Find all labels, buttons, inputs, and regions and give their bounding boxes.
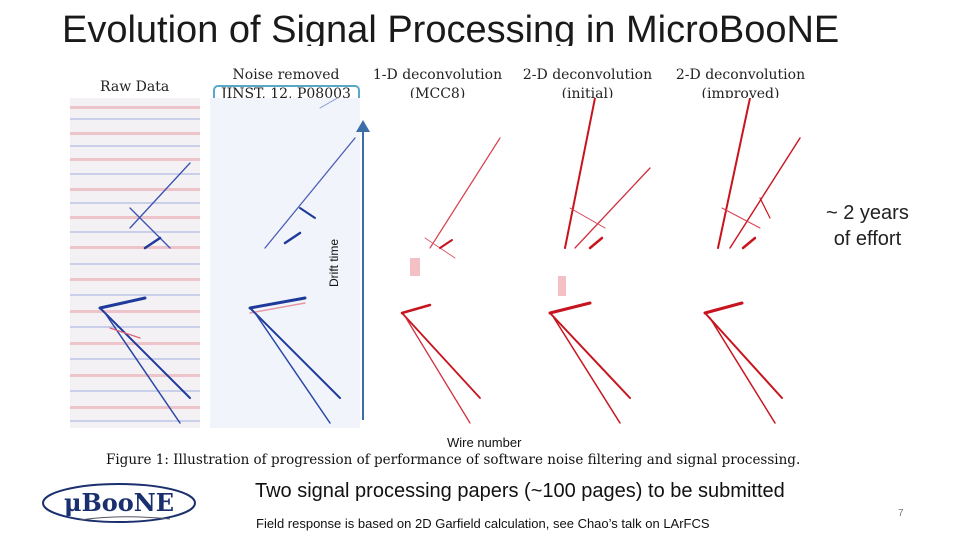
drift-arrow-head — [356, 120, 370, 132]
papers-note: Two signal processing papers (~100 pages… — [255, 480, 785, 502]
raw-tracks — [98, 162, 191, 424]
svg-text:μBooNE: μBooNE — [64, 488, 174, 517]
drift-time-label: Drift time — [327, 239, 341, 287]
effort-note: ~ 2 years of effort — [826, 202, 909, 250]
raw-data-panel — [70, 98, 200, 428]
slide-title: Evolution of Signal Processing in MicroB… — [62, 9, 840, 46]
page-number: 7 — [898, 508, 904, 519]
wire-number-label: Wire number — [447, 435, 522, 450]
drift-arrow — [362, 130, 364, 420]
figure-caption: Figure 1: Illustration of progression of… — [106, 452, 801, 468]
event-display-figure — [70, 98, 810, 428]
decon-2d-improved-panel — [670, 98, 810, 428]
decon-2d-initial-panel — [515, 98, 655, 428]
noise-removed-panel — [210, 98, 360, 428]
raw-data-label: Raw Data — [100, 79, 170, 95]
decon-1d-panel — [370, 98, 505, 428]
microboone-logo: μBooNE — [42, 483, 196, 523]
field-response-note: Field response is based on 2D Garfield c… — [256, 516, 710, 531]
